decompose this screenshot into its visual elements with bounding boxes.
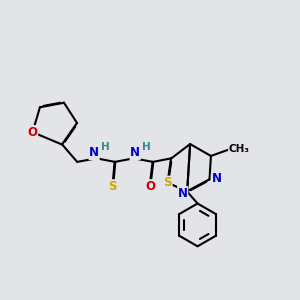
- Text: H: H: [142, 142, 151, 152]
- Text: S: S: [164, 176, 172, 189]
- Text: N: N: [130, 146, 140, 160]
- Text: N: N: [89, 146, 99, 160]
- Text: H: H: [101, 142, 110, 152]
- Text: N: N: [212, 172, 222, 185]
- Text: O: O: [145, 180, 155, 193]
- Text: N: N: [178, 187, 188, 200]
- Text: CH₃: CH₃: [229, 143, 250, 154]
- Text: S: S: [109, 180, 117, 193]
- Text: O: O: [28, 126, 38, 139]
